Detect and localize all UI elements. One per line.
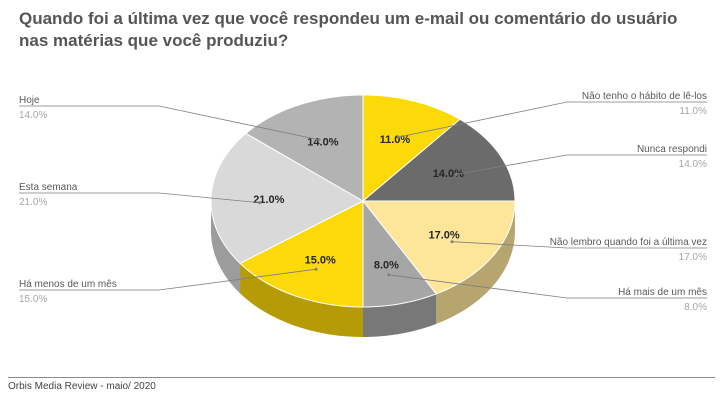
footer-divider xyxy=(8,377,715,378)
pie-slice-1 xyxy=(361,118,516,202)
pie-side-2 xyxy=(436,201,515,324)
slice-value-2: 17.0% xyxy=(679,252,707,263)
pie-side-4 xyxy=(240,263,363,337)
leader-dot-1 xyxy=(455,172,458,176)
slice-value-6: 14.0% xyxy=(19,110,47,121)
leader-dot-6 xyxy=(317,138,321,142)
leader-line-5 xyxy=(19,192,260,204)
slice-value-3: 8.0% xyxy=(684,302,707,313)
chart-title: Quando foi a última vez que você respond… xyxy=(19,9,678,50)
pie-slice-2 xyxy=(361,200,516,295)
pie-side-walls xyxy=(211,201,515,337)
slice-percent-4: 15.0% xyxy=(305,255,336,267)
leader-line-2 xyxy=(451,241,707,249)
slice-callouts: Não tenho o hábito de lê-los 11.0% Nunca r… xyxy=(19,91,707,313)
slice-percent-5: 21.0% xyxy=(253,194,284,206)
pie-chart: 11.0%14.0%17.0%8.0%15.0%21.0%14.0%Não te… xyxy=(19,91,707,337)
leader-dot-4 xyxy=(314,267,318,271)
slice-label-6: Hoje xyxy=(19,95,40,106)
pie-slice-3 xyxy=(362,199,438,308)
leader-line-6 xyxy=(19,105,320,141)
slice-label-1: Nunca respondi xyxy=(637,144,707,155)
slice-percent-labels: 11.0% 14.0% 17.0% 8.0% 15.0% 21.0% 14.0% xyxy=(253,134,464,272)
pie-side-5 xyxy=(211,201,241,294)
slice-label-2: Não lembro quando foi a última vez xyxy=(550,237,707,248)
pie-slice-4 xyxy=(239,200,364,308)
leader-dot-0 xyxy=(396,135,400,139)
slice-percent-1: 14.0% xyxy=(433,168,464,180)
slice-label-0: Não tenho o hábito de lê-los xyxy=(582,91,707,102)
slice-label-3: Há mais de um mês xyxy=(618,287,707,298)
pie-slice-0 xyxy=(362,94,461,203)
slice-percent-3: 8.0% xyxy=(374,260,399,272)
source-note: Orbis Media Review - maio/ 2020 xyxy=(8,381,156,392)
slice-percent-2: 17.0% xyxy=(428,230,459,242)
slice-label-4: Há menos de um mês xyxy=(19,279,117,290)
leader-dot-3 xyxy=(387,273,391,277)
slice-value-0: 11.0% xyxy=(679,106,707,117)
leader-line-0 xyxy=(397,101,707,138)
leader-line-1 xyxy=(456,154,707,175)
pie-slices xyxy=(210,94,516,308)
slice-percent-0: 11.0% xyxy=(380,134,411,146)
leader-dot-5 xyxy=(258,201,262,205)
slice-value-4: 15.0% xyxy=(19,294,47,305)
slice-label-5: Esta semana xyxy=(19,182,78,193)
leader-line-3 xyxy=(388,274,707,299)
leader-line-4 xyxy=(19,268,317,291)
slice-percent-6: 14.0% xyxy=(307,137,338,149)
pie-slice-6 xyxy=(245,94,364,202)
slice-value-5: 21.0% xyxy=(19,197,47,208)
slice-value-1: 14.0% xyxy=(679,159,707,170)
pie-side-3 xyxy=(363,293,437,337)
leader-dot-2 xyxy=(450,240,454,244)
